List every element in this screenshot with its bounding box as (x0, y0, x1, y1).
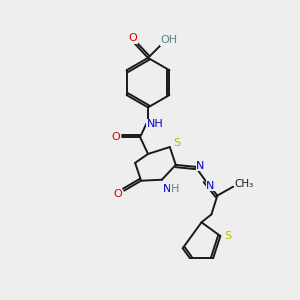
Text: O: O (129, 33, 137, 43)
Text: O: O (113, 189, 122, 199)
Text: OH: OH (160, 35, 177, 45)
Text: CH₃: CH₃ (235, 179, 254, 189)
Text: S: S (225, 231, 232, 241)
Text: N: N (163, 184, 171, 194)
Text: H: H (171, 184, 179, 194)
Text: N: N (196, 161, 205, 171)
Text: N: N (206, 181, 214, 191)
Text: O: O (111, 132, 120, 142)
Text: S: S (173, 138, 180, 148)
Text: NH: NH (147, 119, 163, 129)
